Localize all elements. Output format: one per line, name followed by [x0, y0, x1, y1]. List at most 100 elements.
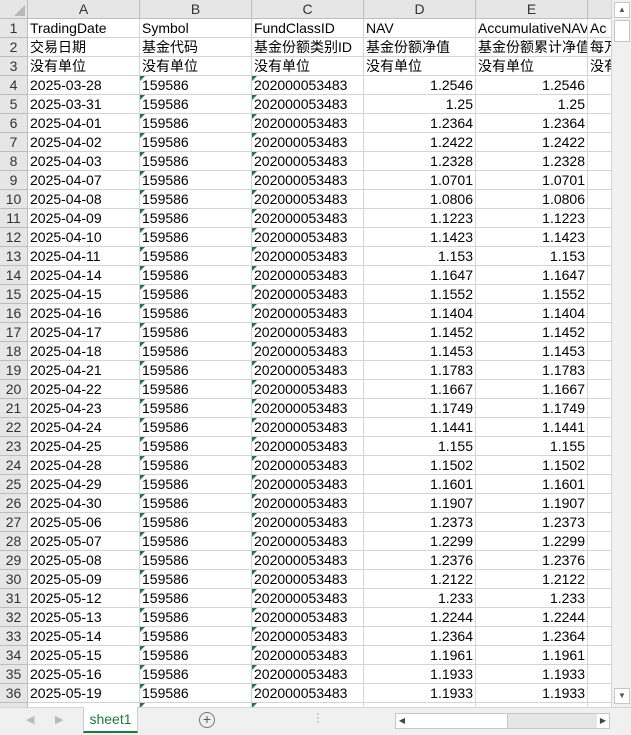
column-header[interactable]: B	[140, 0, 252, 19]
cell[interactable]: 1.1601	[476, 475, 588, 494]
cell[interactable]: 2025-04-30	[28, 494, 140, 513]
cell[interactable]: 1.1223	[364, 209, 476, 228]
row-header[interactable]: 33	[0, 627, 28, 646]
row-header[interactable]: 9	[0, 171, 28, 190]
cell[interactable]: 2025-05-16	[28, 665, 140, 684]
cell[interactable]: 159586	[140, 456, 252, 475]
cell[interactable]: 2025-05-19	[28, 684, 140, 703]
row-header[interactable]: 32	[0, 608, 28, 627]
cell[interactable]	[588, 323, 611, 342]
cell[interactable]: 202000053483	[252, 114, 364, 133]
cell[interactable]	[588, 627, 611, 646]
cell[interactable]: 202000053483	[252, 418, 364, 437]
add-sheet-icon[interactable]: +	[199, 712, 215, 728]
cell[interactable]	[588, 266, 611, 285]
cell[interactable]: 2025-05-08	[28, 551, 140, 570]
cell[interactable]: 1.2422	[364, 133, 476, 152]
cell[interactable]: 2025-04-15	[28, 285, 140, 304]
cell[interactable]: 202000053483	[252, 190, 364, 209]
row-header[interactable]: 16	[0, 304, 28, 323]
cell[interactable]: 没有	[588, 57, 611, 76]
cell[interactable]: 159586	[140, 342, 252, 361]
cell[interactable]	[588, 589, 611, 608]
cell[interactable]	[588, 133, 611, 152]
next-sheet-icon[interactable]: ▶	[55, 714, 64, 726]
row-header[interactable]: 28	[0, 532, 28, 551]
cell[interactable]: 1.25	[476, 95, 588, 114]
column-header[interactable]: A	[28, 0, 140, 19]
scroll-right-icon[interactable]: ▶	[597, 714, 609, 728]
cell[interactable]: 202000053483	[252, 475, 364, 494]
cell[interactable]: 159586	[140, 532, 252, 551]
cell[interactable]: 159586	[140, 570, 252, 589]
horizontal-scrollbar[interactable]: ◀ ▶	[395, 713, 610, 729]
cell[interactable]: 2025-04-10	[28, 228, 140, 247]
cell[interactable]: 202000053483	[252, 646, 364, 665]
cell[interactable]: 2025-04-24	[28, 418, 140, 437]
cell[interactable]: 1.1452	[364, 323, 476, 342]
cell[interactable]: 1.1441	[364, 418, 476, 437]
cell[interactable]: 1.2364	[364, 114, 476, 133]
cell[interactable]: 2025-04-08	[28, 190, 140, 209]
cell[interactable]: 159586	[140, 171, 252, 190]
cell[interactable]: 2025-04-28	[28, 456, 140, 475]
row-header[interactable]: 36	[0, 684, 28, 703]
cell[interactable]: 1.1647	[476, 266, 588, 285]
cell[interactable]: 2025-05-07	[28, 532, 140, 551]
row-header[interactable]: 4	[0, 76, 28, 95]
cell[interactable]: 2025-04-18	[28, 342, 140, 361]
cell[interactable]: 1.1502	[476, 456, 588, 475]
cell[interactable]	[588, 456, 611, 475]
cell[interactable]: 2025-04-16	[28, 304, 140, 323]
cell[interactable]: 交易日期	[28, 38, 140, 57]
cell[interactable]: 1.153	[364, 247, 476, 266]
row-header[interactable]: 21	[0, 399, 28, 418]
row-header[interactable]: 30	[0, 570, 28, 589]
cell[interactable]: 2025-04-21	[28, 361, 140, 380]
cell[interactable]: 202000053483	[252, 570, 364, 589]
cell[interactable]: 159586	[140, 209, 252, 228]
cell[interactable]: 202000053483	[252, 95, 364, 114]
row-header[interactable]: 22	[0, 418, 28, 437]
cell[interactable]: 1.1453	[364, 342, 476, 361]
cell[interactable]	[140, 703, 252, 707]
cell[interactable]: 1.2244	[364, 608, 476, 627]
cell[interactable]: 1.2546	[476, 76, 588, 95]
cell[interactable]: 159586	[140, 285, 252, 304]
cell[interactable]: 1.1453	[476, 342, 588, 361]
cell[interactable]: 1.1667	[364, 380, 476, 399]
cell[interactable]: 202000053483	[252, 228, 364, 247]
cell[interactable]: 202000053483	[252, 608, 364, 627]
cell[interactable]: 1.1404	[364, 304, 476, 323]
cell[interactable]: 1.1452	[476, 323, 588, 342]
cell[interactable]	[588, 570, 611, 589]
cell[interactable]: 2025-05-06	[28, 513, 140, 532]
cell[interactable]: 没有单位	[364, 57, 476, 76]
cell[interactable]: 1.2244	[476, 608, 588, 627]
cell[interactable]	[588, 247, 611, 266]
cell[interactable]: 2025-05-12	[28, 589, 140, 608]
cell[interactable]: 159586	[140, 551, 252, 570]
cell[interactable]	[588, 152, 611, 171]
cell[interactable]: 202000053483	[252, 532, 364, 551]
cell[interactable]: 1.155	[476, 437, 588, 456]
cell[interactable]	[28, 703, 140, 707]
cell[interactable]	[588, 304, 611, 323]
cell[interactable]	[588, 513, 611, 532]
scroll-down-icon[interactable]: ▼	[614, 688, 630, 704]
row-header[interactable]: 14	[0, 266, 28, 285]
cell[interactable]: 1.1441	[476, 418, 588, 437]
row-header[interactable]: 20	[0, 380, 28, 399]
scroll-left-icon[interactable]: ◀	[396, 714, 408, 728]
cell[interactable]: 1.1552	[364, 285, 476, 304]
cell[interactable]: 1.25	[364, 95, 476, 114]
cell[interactable]: 1.1933	[476, 684, 588, 703]
cell[interactable]: 2025-04-23	[28, 399, 140, 418]
cell[interactable]: 1.0806	[476, 190, 588, 209]
row-header[interactable]: 18	[0, 342, 28, 361]
cell[interactable]: 1.153	[476, 247, 588, 266]
cell[interactable]: 1.2364	[364, 627, 476, 646]
cell[interactable]: 1.233	[364, 589, 476, 608]
row-header[interactable]: 26	[0, 494, 28, 513]
cell[interactable]	[588, 608, 611, 627]
